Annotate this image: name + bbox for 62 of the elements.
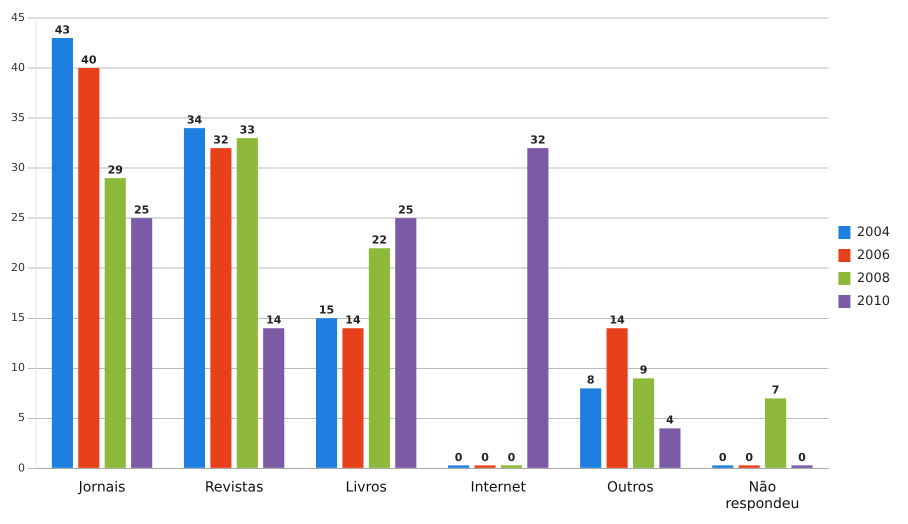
data-label: 0 <box>798 450 806 464</box>
data-label: 14 <box>345 314 361 327</box>
data-label: 32 <box>530 133 546 146</box>
legend-label: 2006 <box>856 248 890 263</box>
bar <box>131 218 152 468</box>
bar <box>368 248 390 468</box>
data-label: 0 <box>508 450 516 464</box>
data-label: 14 <box>609 314 626 327</box>
data-label: 22 <box>372 234 388 247</box>
y-tick-label: 35 <box>10 110 25 124</box>
bar <box>342 328 364 468</box>
y-tick-label: 20 <box>10 261 25 274</box>
y-tick-label: 0 <box>18 461 25 474</box>
data-label: 33 <box>240 123 255 136</box>
bar <box>52 38 73 468</box>
y-tick-label: 40 <box>10 60 25 74</box>
bar <box>527 148 548 468</box>
bar <box>580 388 602 468</box>
data-label: 15 <box>318 304 334 317</box>
bar <box>104 178 126 468</box>
data-label: 32 <box>213 133 229 146</box>
bar <box>78 68 100 468</box>
x-tick-label: Internet <box>470 479 527 496</box>
data-label: 29 <box>108 164 123 176</box>
data-label: 40 <box>81 53 97 66</box>
data-label: 25 <box>398 204 414 217</box>
legend-label: 2004 <box>856 224 890 240</box>
data-label: 0 <box>718 450 727 464</box>
bar <box>606 328 628 468</box>
bar <box>659 428 680 468</box>
data-label: 8 <box>586 374 595 387</box>
legend-label: 2010 <box>856 294 890 309</box>
y-tick-label: 45 <box>10 10 25 24</box>
bar <box>210 148 232 468</box>
data-label: 0 <box>745 450 754 464</box>
y-tick-label: 15 <box>10 311 25 324</box>
bar <box>632 378 654 468</box>
data-label: 7 <box>772 384 780 397</box>
x-tick-label: Livros <box>346 479 387 496</box>
data-label: 14 <box>266 314 282 327</box>
data-label: 9 <box>640 364 648 377</box>
x-tick-label: Jornais <box>78 479 126 496</box>
y-tick-label: 30 <box>10 160 25 174</box>
bar <box>395 218 416 468</box>
x-tick-label: Outros <box>606 479 654 496</box>
data-label: 4 <box>666 414 674 427</box>
legend-label: 2008 <box>856 270 890 286</box>
y-tick-label: 10 <box>10 361 25 374</box>
y-tick-label: 25 <box>10 211 25 224</box>
bar <box>236 138 258 468</box>
y-tick-label: 5 <box>18 411 25 424</box>
bar <box>184 128 206 468</box>
data-label: 43 <box>54 23 70 36</box>
x-tick-label: Revistas <box>204 479 264 496</box>
bar <box>263 328 284 468</box>
x-tick-label: Não respondeu <box>725 479 800 512</box>
data-label: 34 <box>186 113 202 126</box>
bar <box>316 318 338 468</box>
bar <box>765 398 786 468</box>
data-label: 0 <box>481 450 490 464</box>
data-label: 0 <box>454 450 463 464</box>
data-label: 25 <box>134 204 150 217</box>
